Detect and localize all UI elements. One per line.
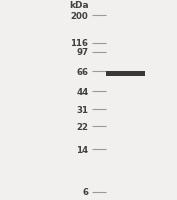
Text: 6: 6 bbox=[82, 188, 88, 196]
Text: 116: 116 bbox=[70, 39, 88, 48]
Text: 14: 14 bbox=[76, 145, 88, 154]
Text: 66: 66 bbox=[76, 67, 88, 76]
Text: 44: 44 bbox=[76, 88, 88, 96]
Bar bbox=[106, 72, 145, 76]
Text: kDa: kDa bbox=[69, 1, 88, 9]
Text: 31: 31 bbox=[76, 105, 88, 114]
Text: 97: 97 bbox=[76, 48, 88, 57]
Text: 200: 200 bbox=[71, 12, 88, 20]
Text: 22: 22 bbox=[76, 122, 88, 131]
